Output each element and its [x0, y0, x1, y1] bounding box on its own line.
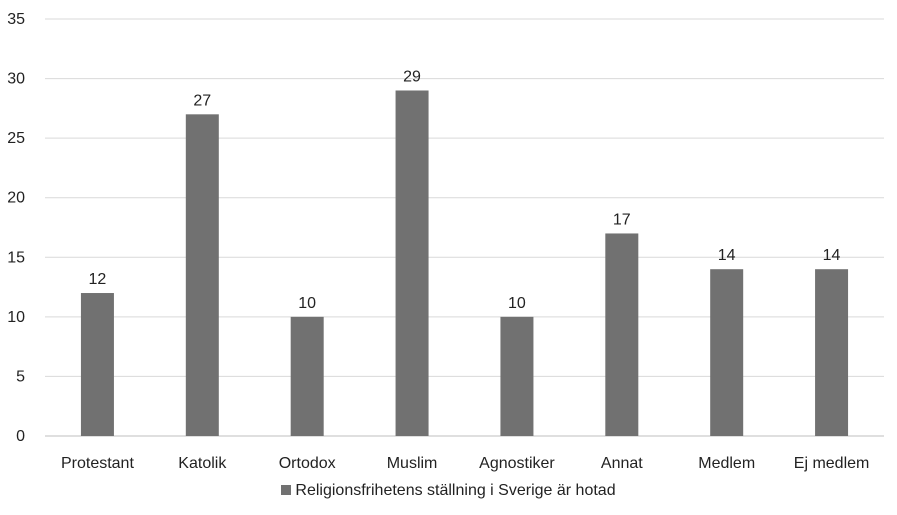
y-tick-label: 30: [7, 71, 25, 88]
y-tick-label: 10: [7, 309, 25, 326]
x-category-label: Katolik: [178, 455, 227, 472]
x-category-label: Medlem: [698, 455, 755, 472]
data-labels: 12 27 10 29 10 17 14 14: [89, 68, 841, 311]
legend-swatch: [281, 485, 292, 495]
bar: [710, 269, 744, 436]
data-label: 29: [403, 68, 421, 85]
y-tick-label: 35: [7, 11, 25, 28]
data-label: 14: [718, 247, 736, 264]
gridlines: [45, 18, 884, 437]
x-category-label: Ortodox: [279, 455, 336, 472]
y-tick-label: 0: [16, 428, 25, 445]
bars: [80, 90, 849, 437]
x-category-label: Ej medlem: [794, 455, 870, 472]
x-axis-categories: Protestant Katolik Ortodox Muslim Agnostiker…: [61, 455, 869, 472]
data-label: 27: [193, 92, 211, 109]
data-label: 12: [89, 271, 107, 288]
data-label: 14: [823, 247, 841, 264]
x-category-label: Protestant: [61, 455, 134, 472]
data-label: 17: [613, 211, 631, 228]
y-tick-label: 25: [7, 130, 25, 147]
legend: Religionsfrihetens ställning i Sverige ä…: [0, 481, 897, 501]
bar: [290, 316, 324, 436]
bar: [80, 293, 114, 436]
data-label: 10: [508, 295, 526, 312]
x-category-label: Annat: [601, 455, 643, 472]
bar: [185, 114, 219, 437]
x-category-label: Agnostiker: [479, 455, 555, 472]
bar: [395, 90, 429, 436]
x-category-label: Muslim: [387, 455, 438, 472]
y-tick-label: 20: [7, 190, 25, 207]
y-tick-label: 5: [16, 368, 25, 385]
bar: [500, 316, 534, 436]
data-label: 10: [298, 295, 316, 312]
bar: [815, 269, 849, 436]
legend-label: Religionsfrihetens ställning i Sverige ä…: [295, 482, 616, 499]
y-tick-label: 15: [7, 249, 25, 266]
bar: [605, 233, 639, 436]
y-axis-ticks: 0 5 10 15 20 25 30 35: [7, 11, 25, 445]
